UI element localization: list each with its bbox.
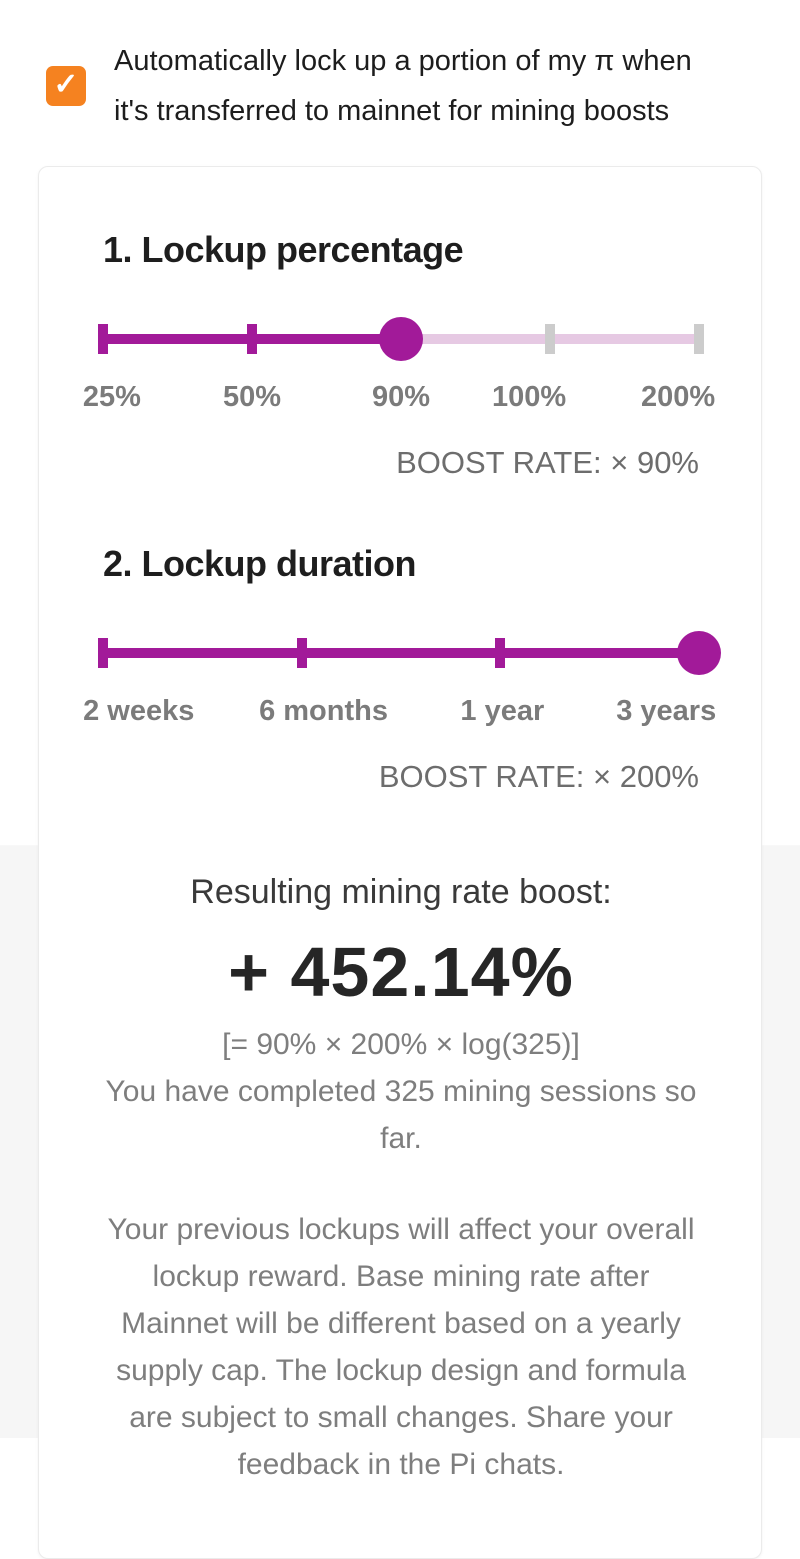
result-value: + 452.14% — [228, 933, 574, 1011]
duration-tick-6months — [296, 638, 307, 668]
percentage-slider-thumb[interactable] — [379, 317, 423, 361]
result-section: Resulting mining rate boost: + 452.14% [… — [103, 873, 699, 1488]
duration-slider-labels: 2 weeks 6 months 1 year 3 years — [83, 695, 716, 737]
lockup-duration-slider[interactable] — [98, 627, 721, 679]
duration-option-1year: 1 year — [460, 695, 545, 727]
percentage-tick-25 — [98, 324, 108, 354]
lockup-percentage-slider[interactable] — [98, 313, 704, 365]
percentage-tick-50 — [247, 324, 257, 354]
auto-lockup-label[interactable]: Automatically lock up a portion of my π … — [114, 45, 692, 127]
duration-slider-fill — [103, 648, 699, 658]
percentage-option-200: 200% — [641, 381, 716, 413]
duration-tick-2weeks — [98, 638, 108, 668]
duration-boost-rate: BOOST RATE: × 200% — [378, 759, 699, 794]
percentage-boost-rate: BOOST RATE: × 90% — [396, 445, 699, 480]
percentage-slider-labels: 25% 50% 90% 100% 200% — [83, 381, 715, 423]
result-formula: [= 90% × 200% × log(325)] — [222, 1028, 580, 1061]
duration-option-2weeks: 2 weeks — [83, 695, 195, 727]
lockup-percentage-section: 1. Lockup percentage 25% 50% 90% 100% 20… — [83, 229, 715, 481]
result-label: Resulting mining rate boost: — [190, 873, 612, 911]
duration-slider-track[interactable] — [98, 631, 721, 675]
auto-lockup-checkbox[interactable]: ✓ — [46, 66, 86, 106]
percentage-option-90: 90% — [371, 381, 431, 413]
lockup-duration-title: 2. Lockup duration — [103, 543, 417, 584]
percentage-slider-track[interactable] — [98, 317, 704, 361]
duration-tick-1year — [495, 638, 506, 668]
percentage-tick-200 — [694, 324, 704, 354]
lockup-disclaimer: Your previous lockups will affect your o… — [107, 1213, 695, 1481]
sessions-note: You have completed 325 mining sessions s… — [105, 1075, 697, 1155]
lockup-config-card: 1. Lockup percentage 25% 50% 90% 100% 20… — [38, 166, 762, 1559]
duration-slider-thumb[interactable] — [677, 631, 721, 675]
lockup-percentage-title: 1. Lockup percentage — [103, 229, 464, 270]
lockup-duration-section: 2. Lockup duration 2 weeks 6 months 1 ye… — [83, 543, 721, 795]
duration-option-3years: 3 years — [616, 695, 717, 727]
percentage-option-100: 100% — [492, 381, 567, 413]
auto-lockup-consent-row: ✓ Automatically lock up a portion of my … — [0, 0, 800, 154]
checkmark-icon: ✓ — [53, 68, 79, 101]
duration-option-6months: 6 months — [259, 695, 388, 727]
percentage-option-50: 50% — [222, 381, 282, 413]
percentage-option-25: 25% — [82, 381, 141, 413]
percentage-tick-100 — [545, 324, 555, 354]
